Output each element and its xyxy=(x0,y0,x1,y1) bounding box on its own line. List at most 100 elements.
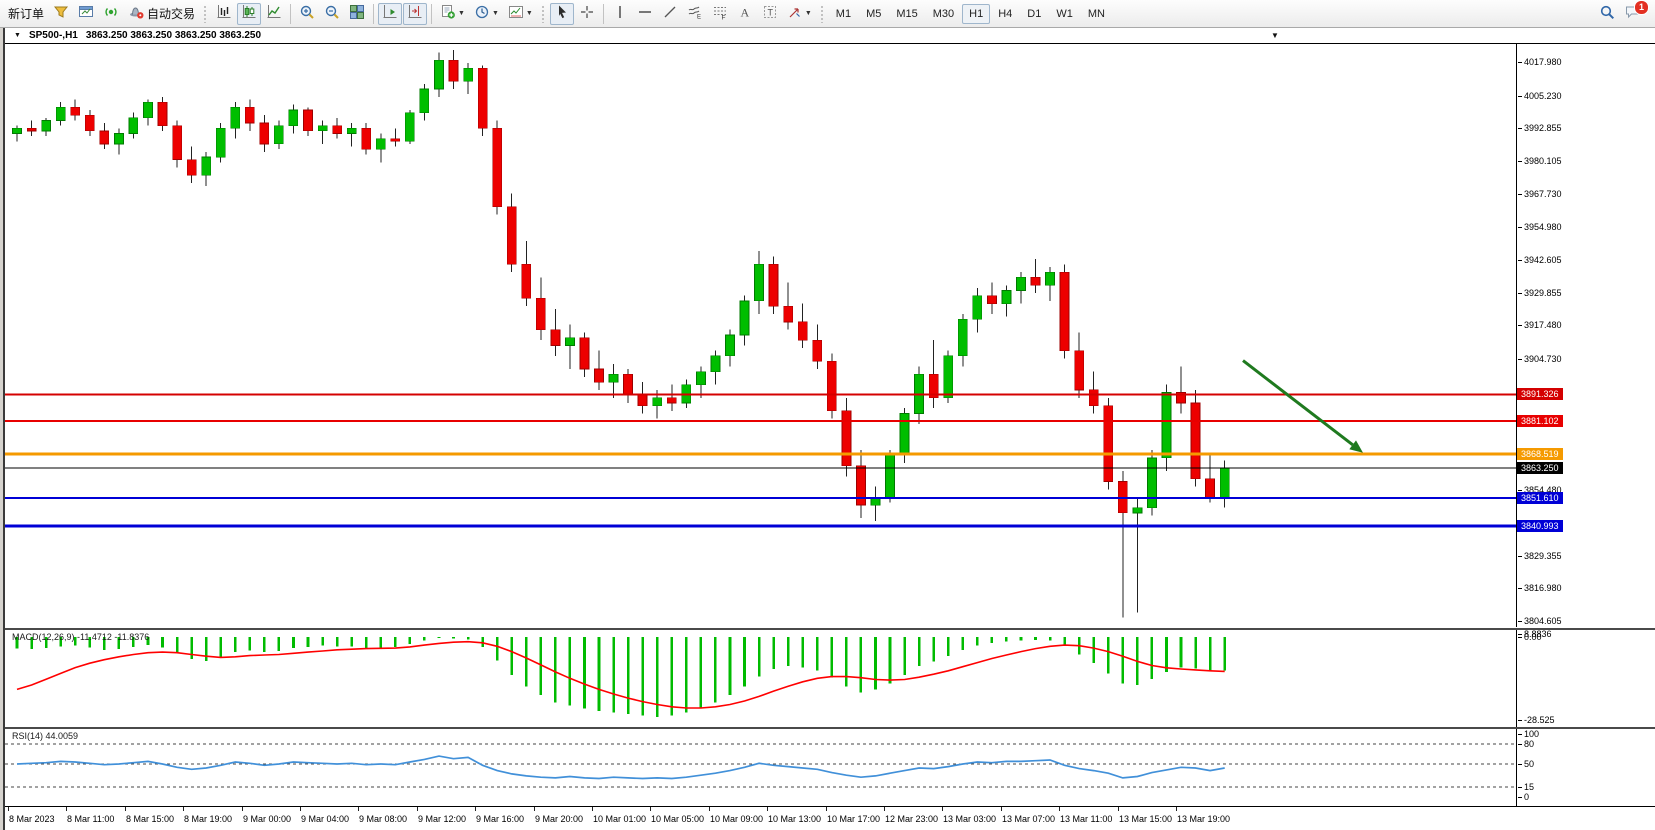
price-level-badge: 3851.610 xyxy=(1517,492,1563,504)
new-order-button[interactable]: 新订单 xyxy=(4,3,48,25)
new-chart-button[interactable]: ▼ xyxy=(436,3,469,25)
time-label: 8 Mar 15:00 xyxy=(126,814,175,824)
rsi-pane[interactable]: RSI(14) 44.0059 100 80 50 15 0 xyxy=(5,728,1655,807)
toolbar-drag-handle[interactable] xyxy=(540,4,546,23)
auto-scroll-button[interactable] xyxy=(378,2,403,25)
timeframe-m15-button[interactable]: M15 xyxy=(896,7,918,20)
time-tick xyxy=(592,807,593,811)
time-tick xyxy=(300,807,301,811)
timeframe-m5-button[interactable]: M5 xyxy=(866,7,882,20)
price-tick: 4017.980 xyxy=(1518,57,1562,67)
candlestick-chart-button[interactable] xyxy=(237,2,262,25)
line-chart-button[interactable] xyxy=(262,3,286,25)
periods-button[interactable]: ▼ xyxy=(470,3,503,25)
search-button[interactable] xyxy=(1595,3,1619,25)
price-axis[interactable]: 4017.980 4005.230 3992.855 3980.105 3967.730… xyxy=(1517,44,1655,628)
deposit-button[interactable] xyxy=(49,3,73,25)
timeframe-mn-button[interactable]: MN xyxy=(1087,7,1105,20)
fibonacci-retracement-button[interactable]: F xyxy=(708,3,732,25)
rsi-plot[interactable] xyxy=(5,729,1517,806)
crosshair-button[interactable] xyxy=(575,3,599,25)
vertical-line-button[interactable] xyxy=(608,3,632,25)
periods-icon xyxy=(474,4,490,23)
macd-label: MACD(12,26,9) -11.4712 -11.8376 xyxy=(12,632,150,642)
open-charts-icon xyxy=(78,4,94,23)
time-tick xyxy=(884,807,885,811)
time-axis[interactable]: 8 Mar 2023 8 Mar 11:00 8 Mar 15:00 8 Mar 19… xyxy=(5,807,1655,830)
new-order-label: 新订单 xyxy=(8,7,45,21)
text-label-button[interactable]: T xyxy=(758,3,782,25)
toolbar-drag-handle[interactable] xyxy=(819,4,825,23)
time-tick xyxy=(66,807,67,811)
symbol-period-label: SP500-,H1 xyxy=(28,30,78,41)
zoom-out-icon xyxy=(324,4,340,23)
timeframe-h1-button[interactable]: H1 xyxy=(962,3,991,24)
candlestick-chart-icon xyxy=(241,4,257,23)
price-tick: 3829.355 xyxy=(1518,551,1562,561)
price-pane[interactable]: 4017.980 4005.230 3992.855 3980.105 3967.730… xyxy=(5,44,1655,629)
zoom-out-button[interactable] xyxy=(320,3,344,25)
bar-chart-button[interactable] xyxy=(212,3,236,25)
macd-pane[interactable]: MACD(12,26,9) -11.4712 -11.8376 8.8836 0.… xyxy=(5,629,1655,728)
time-label: 10 Mar 01:00 xyxy=(593,814,647,824)
dropdown-caret-icon: ▼ xyxy=(491,10,499,17)
timeframe-d1-button[interactable]: D1 xyxy=(1027,7,1042,20)
timeframe-h4-button[interactable]: H4 xyxy=(998,7,1013,20)
timeframe-m1-button[interactable]: M1 xyxy=(835,7,852,20)
svg-text:E: E xyxy=(697,15,701,21)
rsi-tick: 0 xyxy=(1517,792,1530,802)
time-tick xyxy=(1001,807,1002,811)
price-level-badge: 3868.519 xyxy=(1517,448,1563,460)
text-button[interactable]: A xyxy=(733,3,757,25)
macd-axis[interactable]: 8.8836 0.00 -28.525 xyxy=(1517,630,1655,727)
chart-shift-icon xyxy=(407,4,423,23)
price-plot[interactable] xyxy=(5,44,1517,627)
equidistant-channel-button[interactable]: E xyxy=(683,3,707,25)
time-tick xyxy=(650,807,651,811)
new-chart-icon xyxy=(440,4,456,23)
tile-windows-icon xyxy=(349,4,365,23)
price-level-badge: 3863.250 xyxy=(1517,462,1563,474)
time-label: 9 Mar 12:00 xyxy=(418,814,467,824)
templates-button[interactable]: ▼ xyxy=(504,3,537,25)
cursor-button[interactable] xyxy=(549,2,574,25)
time-tick xyxy=(534,807,535,811)
chart-shift-button[interactable] xyxy=(403,2,428,25)
price-tick: 3904.730 xyxy=(1518,354,1562,364)
rsi-axis[interactable]: 100 80 50 15 0 xyxy=(1517,729,1655,806)
chart-title-bar: ▼ SP500-,H1 3863.250 3863.250 3863.250 3… xyxy=(5,28,1655,44)
time-label: 13 Mar 11:00 xyxy=(1060,814,1113,824)
trendline-button[interactable] xyxy=(658,3,682,25)
macd-plot[interactable] xyxy=(5,630,1517,727)
autotrading-button[interactable]: 自动交易 xyxy=(124,3,199,25)
toolbar-drag-handle[interactable] xyxy=(203,4,209,23)
arrows-button[interactable]: ▼ xyxy=(783,3,816,25)
signals-button[interactable] xyxy=(99,3,123,25)
cursor-icon xyxy=(554,4,570,23)
open-charts-button[interactable] xyxy=(74,3,98,25)
horizontal-line-button[interactable] xyxy=(633,3,657,25)
time-label: 10 Mar 09:00 xyxy=(710,814,764,824)
chart-menu-caret-icon[interactable]: ▼ xyxy=(14,32,21,39)
notifications-button[interactable]: 1 xyxy=(1620,0,1649,25)
time-tick xyxy=(1118,807,1119,811)
zoom-in-button[interactable] xyxy=(295,3,319,25)
timeframe-m30-button[interactable]: M30 xyxy=(932,7,955,20)
time-tick xyxy=(125,807,126,811)
time-label: 10 Mar 05:00 xyxy=(651,814,705,824)
time-label: 8 Mar 2023 xyxy=(9,814,55,824)
time-label: 13 Mar 19:00 xyxy=(1177,814,1231,824)
svg-text:A: A xyxy=(740,6,749,20)
price-tick: 3967.730 xyxy=(1518,189,1562,199)
price-tick: 3917.480 xyxy=(1518,320,1562,330)
tile-windows-button[interactable] xyxy=(345,3,369,25)
time-label: 12 Mar 23:00 xyxy=(885,814,939,824)
time-label: 8 Mar 11:00 xyxy=(67,814,115,824)
price-tick: 4005.230 xyxy=(1518,91,1562,101)
auto-scroll-icon xyxy=(382,4,398,23)
chart-shift-marker[interactable]: ▼ xyxy=(1271,31,1279,40)
timeframe-w1-button[interactable]: W1 xyxy=(1056,7,1073,20)
autotrading-label: 自动交易 xyxy=(147,7,196,21)
price-level-badge: 3881.102 xyxy=(1517,415,1563,427)
